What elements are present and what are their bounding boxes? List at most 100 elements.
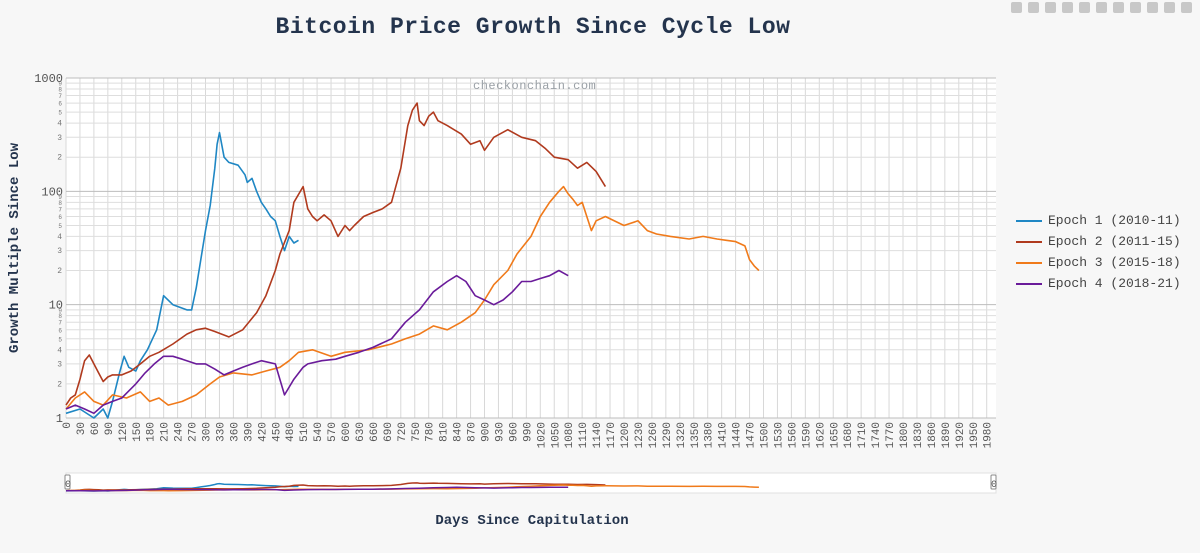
x-tick-label: 1530: [773, 422, 785, 448]
x-tick-label: 120: [118, 422, 130, 442]
hover-closest-icon[interactable]: [1147, 2, 1158, 13]
y-minor-tick-label: 5: [58, 223, 62, 230]
legend-item-epoch-4[interactable]: Epoch 4 (2018-21): [1016, 273, 1181, 294]
x-tick-label: 660: [369, 422, 381, 442]
range-slider-line-epoch-4: [65, 486, 569, 492]
autoscale-icon[interactable]: [1096, 2, 1107, 13]
x-tick-label: 1860: [927, 422, 939, 448]
legend-item-epoch-3[interactable]: Epoch 3 (2015-18): [1016, 252, 1181, 273]
legend-swatch: [1016, 261, 1042, 264]
x-tick-label: 1620: [815, 422, 827, 448]
x-tick-label: 1470: [746, 422, 758, 448]
x-tick-label: 1080: [564, 422, 576, 448]
x-tick-label: 1230: [634, 422, 646, 448]
y-minor-tick-label: 6: [58, 214, 62, 221]
y-minor-tick-label: 3: [57, 134, 62, 143]
legend-swatch: [1016, 219, 1042, 222]
camera-icon[interactable]: [1011, 2, 1022, 13]
y-minor-tick-label: 4: [57, 233, 62, 242]
legend[interactable]: Epoch 1 (2010-11) Epoch 2 (2011-15) Epoch …: [1016, 210, 1181, 294]
series-line-epoch-2: [65, 102, 607, 406]
zoom-in-icon[interactable]: [1062, 2, 1073, 13]
y-minor-tick-label: 9: [58, 307, 62, 314]
x-tick-label: 1740: [871, 422, 883, 448]
pan-icon[interactable]: [1045, 2, 1056, 13]
x-tick-label: 690: [383, 422, 395, 442]
x-tick-label: 1800: [899, 422, 911, 448]
y-tick-label: 10: [49, 299, 63, 313]
series-group: [65, 102, 760, 419]
y-axis-title: Growth Multiple Since Low: [7, 142, 23, 353]
range-slider-left-label: 0: [65, 480, 71, 491]
y-grid: [66, 77, 996, 419]
x-tick-label: 1830: [913, 422, 925, 448]
y-minor-tick-label: 7: [58, 320, 62, 327]
x-tick-label: 1110: [578, 422, 590, 448]
x-tick-label: 1770: [885, 422, 897, 448]
home-icon[interactable]: [1113, 2, 1124, 13]
x-tick-label: 930: [494, 422, 506, 442]
zoom-icon[interactable]: [1028, 2, 1039, 13]
y-minor-tick-label: 3: [57, 360, 62, 369]
legend-label: Epoch 2 (2011-15): [1048, 234, 1181, 249]
x-tick-label: 1050: [550, 422, 562, 448]
x-tick-label: 1950: [969, 422, 981, 448]
y-minor-tick-label: 6: [58, 327, 62, 334]
x-tick-label: 960: [508, 422, 520, 442]
series-line-epoch-4: [65, 269, 569, 415]
x-tick-label: 630: [355, 422, 367, 442]
y-minor-tick-label: 8: [58, 86, 62, 93]
x-tick-label: 990: [522, 422, 534, 442]
spike-icon[interactable]: [1130, 2, 1141, 13]
plotly-logo-icon[interactable]: [1181, 2, 1192, 13]
x-tick-label: 1710: [857, 422, 869, 448]
x-tick-label: 60: [90, 422, 102, 435]
range-slider-left-handle[interactable]: [64, 474, 71, 490]
x-tick-label: 1560: [787, 422, 799, 448]
x-tick-label: 180: [146, 422, 158, 442]
range-slider-right-handle[interactable]: [990, 474, 997, 490]
x-tick-label: 780: [425, 422, 437, 442]
legend-label: Epoch 4 (2018-21): [1048, 276, 1181, 291]
legend-item-epoch-2[interactable]: Epoch 2 (2011-15): [1016, 231, 1181, 252]
x-tick-label: 150: [132, 422, 144, 442]
y-tick-label: 1000: [34, 72, 63, 86]
modebar[interactable]: [1011, 2, 1192, 16]
watermark: checkonchain.com: [473, 79, 597, 93]
x-tick-label: 1320: [676, 422, 688, 448]
x-tick-label: 300: [202, 422, 214, 442]
x-tick-label: 1440: [732, 422, 744, 448]
x-tick-label: 390: [243, 422, 255, 442]
x-tick-label: 1200: [620, 422, 632, 448]
zoom-out-icon[interactable]: [1079, 2, 1090, 13]
hover-compare-icon[interactable]: [1164, 2, 1175, 13]
x-tick-label: 1980: [983, 422, 995, 448]
x-tick-label: 270: [188, 422, 200, 442]
legend-label: Epoch 1 (2010-11): [1048, 213, 1181, 228]
y-minor-tick-label: 8: [58, 200, 62, 207]
x-tick-label: 1890: [941, 422, 953, 448]
x-tick-label: 900: [481, 422, 493, 442]
x-tick-label: 1500: [760, 422, 772, 448]
legend-item-epoch-1[interactable]: Epoch 1 (2010-11): [1016, 210, 1181, 231]
x-tick-label: 1020: [536, 422, 548, 448]
x-tick-label: 1590: [801, 422, 813, 448]
x-tick-label: 570: [327, 422, 339, 442]
x-tick-label: 1350: [690, 422, 702, 448]
x-tick-label: 510: [299, 422, 311, 442]
y-minor-tick-label: 9: [58, 194, 62, 201]
x-tick-label: 0: [62, 422, 74, 429]
legend-swatch: [1016, 240, 1042, 243]
x-tick-label: 1290: [662, 422, 674, 448]
x-tick-label: 1260: [648, 422, 660, 448]
x-tick-label: 1410: [718, 422, 730, 448]
x-tick-label: 240: [174, 422, 186, 442]
x-tick-label: 1380: [704, 422, 716, 448]
y-minor-tick-label: 5: [58, 336, 62, 343]
y-minor-tick-label: 4: [57, 120, 62, 129]
x-tick-label: 210: [160, 422, 172, 442]
y-minor-tick-label: 2: [57, 267, 62, 276]
x-tick-label: 750: [411, 422, 423, 442]
x-tick-label: 810: [439, 422, 451, 442]
